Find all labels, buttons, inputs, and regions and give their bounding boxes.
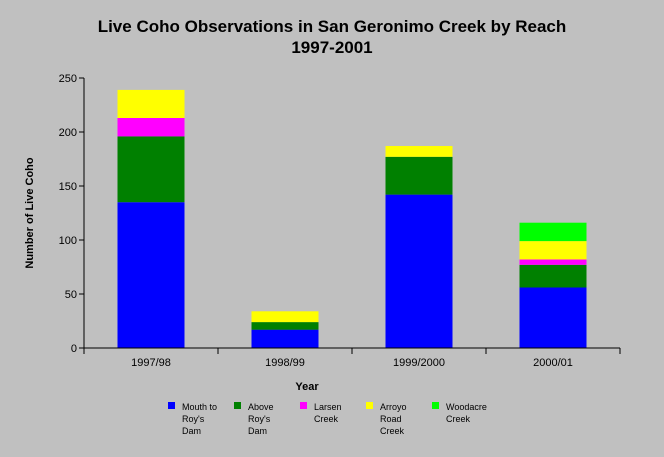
bar-segment: [519, 287, 587, 348]
legend-swatch: [234, 402, 241, 409]
legend-label-line: Mouth to: [182, 402, 218, 412]
y-tick-label: 100: [59, 235, 77, 247]
legend-swatch: [300, 402, 307, 409]
x-tick-label: 1997/98: [131, 357, 171, 369]
legend-label-line: Creek: [380, 426, 405, 436]
legend-swatch: [168, 402, 175, 409]
legend-label-line: Arroyo: [380, 402, 407, 412]
legend-label: Larsen Creek: [314, 401, 366, 425]
legend-label-line: Creek: [446, 414, 471, 424]
legend-label-line: Roy's: [248, 414, 271, 424]
legend-label-line: Road: [380, 414, 402, 424]
y-tick-label: 0: [71, 343, 77, 355]
bar-segment: [251, 329, 319, 348]
legend-swatch: [366, 402, 373, 409]
bar-segment: [385, 194, 453, 348]
bar-segment: [519, 264, 587, 288]
bar-segment: [117, 202, 185, 348]
chart-title-line-2: 1997-2001: [291, 38, 373, 57]
x-tick-label: 1998/99: [265, 357, 305, 369]
bar-segment: [385, 146, 453, 157]
bar-segment: [385, 156, 453, 195]
bar-segment: [117, 118, 185, 137]
bars-layer: [117, 89, 587, 348]
bar-segment: [519, 222, 587, 242]
legend-label-line: Woodacre: [446, 402, 487, 412]
legend-label-line: Creek: [314, 414, 339, 424]
legend-label: Woodacre Creek: [446, 401, 498, 425]
legend-label-line: Larsen: [314, 402, 342, 412]
x-tick-label: 1999/2000: [393, 357, 445, 369]
bar-segment: [519, 241, 587, 260]
axes-layer: 0 50 100 150 200 250 1997/98 1998/99 1999/2000 20…: [59, 73, 621, 369]
y-tick-label: 200: [59, 127, 77, 139]
chart-title: Live Coho Observations in San Geronimo C…: [0, 16, 664, 58]
legend-label: Arroyo Road Creek: [380, 401, 432, 437]
legend-label: Mouth to Roy's Dam: [182, 401, 234, 437]
legend-label-line: Dam: [248, 426, 268, 436]
legend-label-line: Above: [248, 402, 274, 412]
bar-segment: [251, 311, 319, 323]
x-axis-title: Year: [295, 381, 319, 393]
legend-label: Above Roy's Dam: [248, 401, 300, 437]
bar-segment: [117, 89, 185, 118]
legend-swatch: [432, 402, 439, 409]
y-tick-label: 50: [65, 289, 77, 301]
y-tick-label: 150: [59, 181, 77, 193]
bar-segment: [117, 136, 185, 203]
bar-segment: [251, 322, 319, 330]
bar-segment: [519, 259, 587, 265]
y-axis-title: Number of Live Coho: [24, 157, 36, 269]
y-tick-label: 250: [59, 73, 77, 85]
legend-label-line: Roy's: [182, 414, 205, 424]
chart-title-line-1: Live Coho Observations in San Geronimo C…: [97, 17, 567, 36]
x-tick-label: 2000/01: [533, 357, 573, 369]
legend-label-line: Dam: [182, 426, 202, 436]
